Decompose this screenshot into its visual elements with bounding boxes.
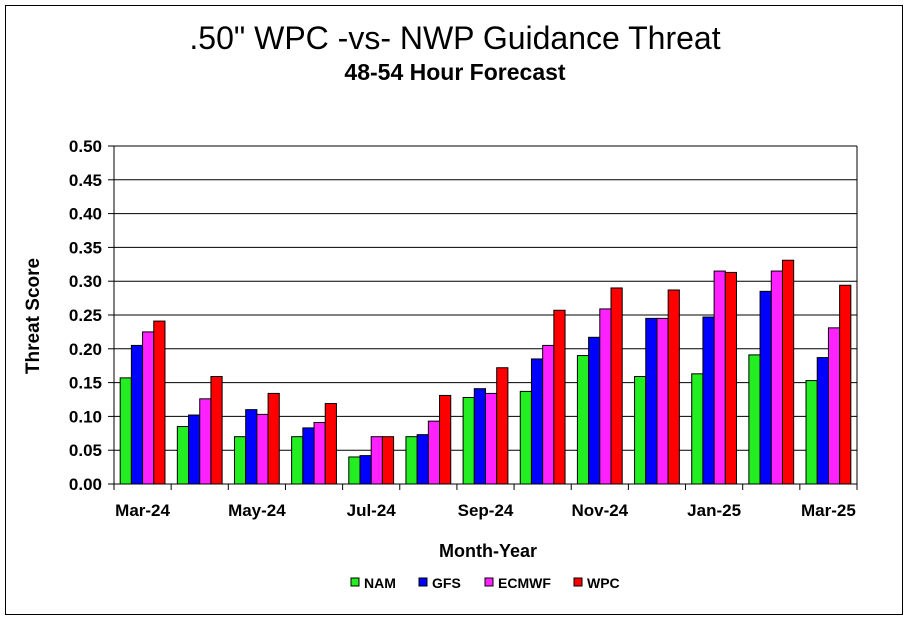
y-tick-label: 0.20 [69,340,102,359]
bar-nam-feb-25 [748,354,761,485]
bar-ecmwf-apr-24 [199,398,212,485]
bar-gfs-jul-24 [359,455,372,485]
y-tick-label: 0.05 [69,441,102,460]
bar-ecmwf-oct-24 [542,344,555,485]
bar-wpc-apr-24 [210,376,223,485]
bar-wpc-jun-24 [324,403,337,485]
bar-gfs-apr-24 [188,414,201,485]
bar-nam-oct-24 [519,390,532,485]
bar-nam-apr-24 [176,426,190,485]
bar-ecmwf-jul-24 [370,436,383,485]
bar-nam-nov-24 [576,355,590,485]
bar-gfs-dec-24 [645,317,658,485]
bar-gfs-mar-25 [816,357,829,485]
x-tick-labels: Mar-24 May-24 Jul-24 Sep-24 Nov-24 Jan-25 Mar-… [115,501,856,520]
bar-gfs-mar-24 [130,344,144,485]
bar-ecmwf-mar-25 [827,327,841,485]
bar-gfs-oct-24 [530,358,544,485]
bar-ecmwf-may-24 [256,413,269,485]
bar-nam-jun-24 [291,436,304,485]
x-tick-label: Jan-25 [687,501,741,520]
legend-swatch-ecmwf [484,577,494,587]
legend-swatch-gfs [418,577,428,587]
bar-wpc-oct-24 [553,309,566,485]
bar-nam-aug-24 [405,436,418,485]
bar-wpc-sep-24 [496,367,509,485]
bar-nam-mar-24 [119,377,132,485]
x-tick-label: Mar-25 [801,501,856,520]
bar-wpc-dec-24 [667,289,680,485]
bar-wpc-may-24 [267,392,280,485]
x-tick-label: Sep-24 [458,501,514,520]
y-tick-label: 0.25 [69,306,102,325]
chart-frame [5,5,903,615]
bar-gfs-feb-25 [759,290,772,485]
y-tick-label: 0.00 [69,475,102,494]
bar-nam-may-24 [233,436,247,485]
legend-swatch-wpc [573,577,583,587]
legend-swatch-nam [350,577,360,587]
legend: NAM GFS ECMWF WPC [350,575,620,591]
bar-ecmwf-mar-24 [142,331,155,485]
y-tick-label: 0.40 [69,205,102,224]
bar-nam-dec-24 [634,376,647,485]
bar-nam-jul-24 [348,456,361,485]
x-tick-label: Jul-24 [347,501,397,520]
bar-ecmwf-dec-24 [656,317,669,485]
bar-gfs-jan-25 [702,316,715,485]
bar-wpc-mar-25 [839,284,852,485]
y-axis-label: Threat Score [23,258,44,374]
legend-label-gfs: GFS [432,575,461,591]
bar-gfs-sep-24 [473,388,486,485]
legend-label-ecmwf: ECMWF [498,575,551,591]
bar-gfs-aug-24 [416,434,429,485]
bar-ecmwf-feb-25 [770,270,783,485]
y-tick-label: 0.45 [69,171,102,190]
x-tick-label: Nov-24 [571,501,628,520]
bar-wpc-aug-24 [439,394,452,485]
bar-nam-mar-25 [805,380,818,485]
y-tick-label: 0.10 [69,407,102,426]
y-tick-label: 0.15 [69,374,102,393]
bar-ecmwf-nov-24 [599,308,612,485]
y-tick-labels: 0.00 0.05 0.10 0.15 0.20 0.25 0.30 0.35 0.40 0.45… [69,137,102,494]
bar-gfs-may-24 [245,409,258,485]
chart-title: .50" WPC -vs- NWP Guidance Threat [189,20,721,56]
bar-gfs-nov-24 [588,336,601,485]
bar-wpc-nov-24 [610,287,623,485]
y-tick-label: 0.30 [69,272,102,291]
bar-group [119,259,852,485]
bar-ecmwf-aug-24 [427,420,441,485]
bar-wpc-jul-24 [381,436,395,485]
bar-ecmwf-jan-25 [713,270,726,485]
x-tick-label: Mar-24 [115,501,170,520]
legend-label-nam: NAM [364,575,396,591]
legend-label-wpc: WPC [587,575,620,591]
bar-ecmwf-jun-24 [313,421,326,485]
bar-nam-sep-24 [462,396,475,485]
bar-nam-jan-25 [691,373,704,485]
x-tick-label: May-24 [228,501,286,520]
x-axis-label: Month-Year [439,541,537,561]
y-tick-label: 0.35 [69,238,102,257]
bar-wpc-mar-24 [153,320,166,485]
bar-wpc-jan-25 [724,271,738,485]
axes [108,145,858,490]
y-tick-label: 0.50 [69,137,102,156]
bar-wpc-feb-25 [781,259,795,485]
bar-gfs-jun-24 [302,427,315,485]
chart-subtitle: 48-54 Hour Forecast [344,59,566,85]
bar-ecmwf-sep-24 [485,392,498,485]
